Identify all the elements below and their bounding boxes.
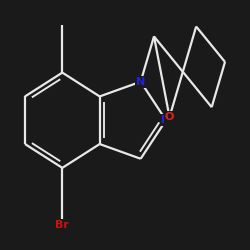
Text: N: N bbox=[136, 77, 145, 87]
Text: N: N bbox=[162, 115, 171, 125]
Text: O: O bbox=[165, 112, 174, 122]
Text: Br: Br bbox=[56, 220, 69, 230]
